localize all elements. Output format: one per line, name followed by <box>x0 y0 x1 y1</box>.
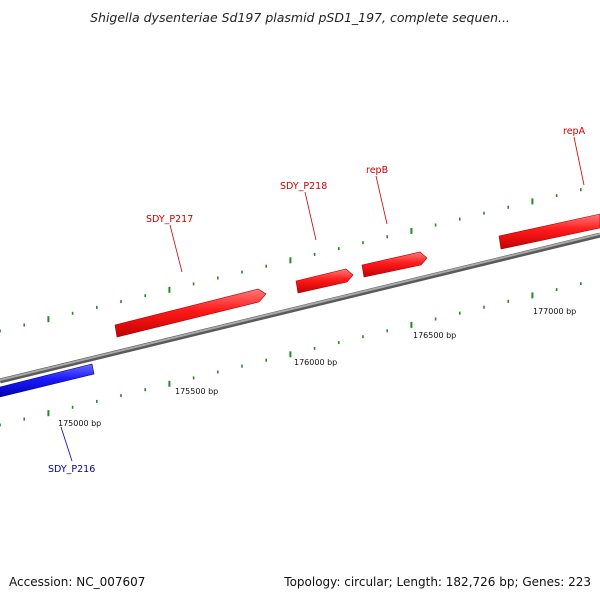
gene-repa[interactable] <box>498 213 600 250</box>
gene-label-repa[interactable]: repA <box>563 126 586 137</box>
ruler-label-176500: 176500 bp <box>413 331 456 340</box>
ruler-label-176000: 176000 bp <box>294 358 337 367</box>
leader-line-repb <box>375 175 388 225</box>
leader-line-sdy-p218 <box>304 191 317 241</box>
ruler-label-175000: 175000 bp <box>58 419 101 428</box>
map-title: Shigella dysenteriae Sd197 plasmid pSD1_… <box>90 10 510 25</box>
backbone <box>0 232 600 384</box>
ruler-labels: 175000 bp 175500 bp 176000 bp 176500 bp … <box>58 307 576 428</box>
sequence-summary: Topology: circular; Length: 182,726 bp; … <box>284 575 591 589</box>
leader-line-sdy-p217 <box>169 224 183 273</box>
tick-row-upper <box>0 188 582 333</box>
ruler-label-177000: 177000 bp <box>533 307 576 316</box>
gene-repb[interactable] <box>361 251 428 278</box>
gene-label-repb[interactable]: repB <box>366 165 388 176</box>
tick-row-lower <box>0 282 582 427</box>
ruler-label-175500: 175500 bp <box>175 387 218 396</box>
gene-label-sdy-p218[interactable]: SDY_P218 <box>280 181 327 192</box>
gene-sdy-p217[interactable] <box>114 288 267 338</box>
gene-sdy-p216[interactable] <box>0 363 95 398</box>
leader-lines <box>60 136 585 462</box>
gene-sdy-p218[interactable] <box>295 268 354 294</box>
accession-text: Accession: NC_007607 <box>9 575 146 589</box>
gene-label-sdy-p217[interactable]: SDY_P217 <box>146 214 193 225</box>
gene-labels: SDY_P216 SDY_P217 SDY_P218 repB repA <box>48 126 586 475</box>
leader-line-repa <box>573 136 585 186</box>
leader-line-sdy-p216 <box>60 426 73 462</box>
gene-label-sdy-p216[interactable]: SDY_P216 <box>48 464 95 475</box>
